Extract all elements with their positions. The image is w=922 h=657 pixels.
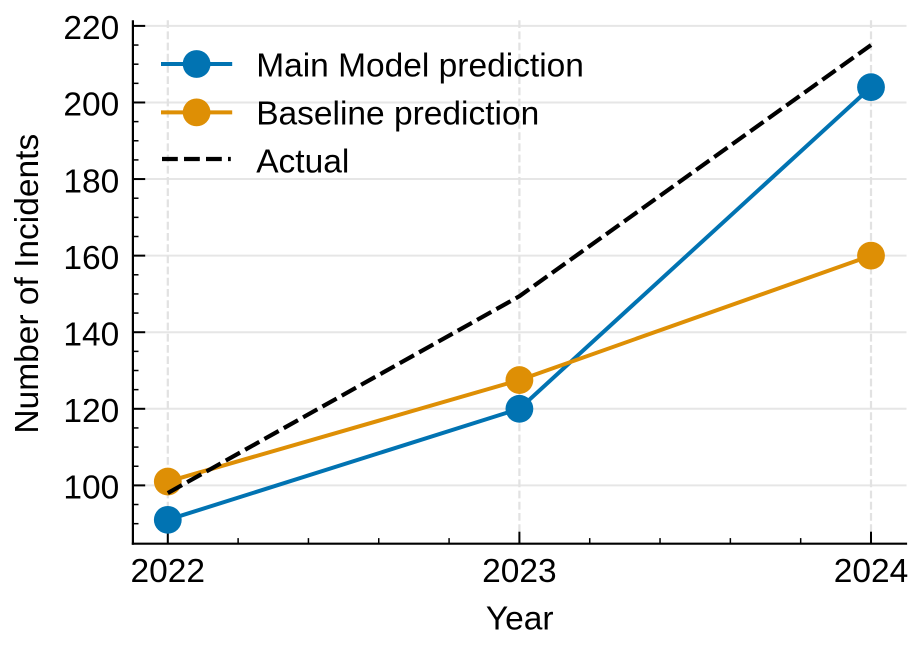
svg-text:Baseline prediction: Baseline prediction	[256, 95, 539, 132]
svg-text:Actual: Actual	[256, 143, 349, 180]
svg-text:Year: Year	[486, 601, 554, 638]
svg-text:160: 160	[63, 240, 119, 277]
svg-text:2022: 2022	[131, 553, 206, 590]
svg-text:2023: 2023	[482, 553, 557, 590]
svg-text:Main Model prediction: Main Model prediction	[256, 48, 584, 85]
svg-text:220: 220	[63, 10, 119, 47]
svg-text:Number of Incidents: Number of Incidents	[9, 134, 46, 434]
svg-text:2024: 2024	[834, 553, 909, 590]
svg-text:120: 120	[63, 393, 119, 430]
svg-text:100: 100	[63, 470, 119, 507]
svg-text:200: 200	[63, 87, 119, 124]
svg-text:180: 180	[63, 163, 119, 200]
svg-text:140: 140	[63, 316, 119, 353]
